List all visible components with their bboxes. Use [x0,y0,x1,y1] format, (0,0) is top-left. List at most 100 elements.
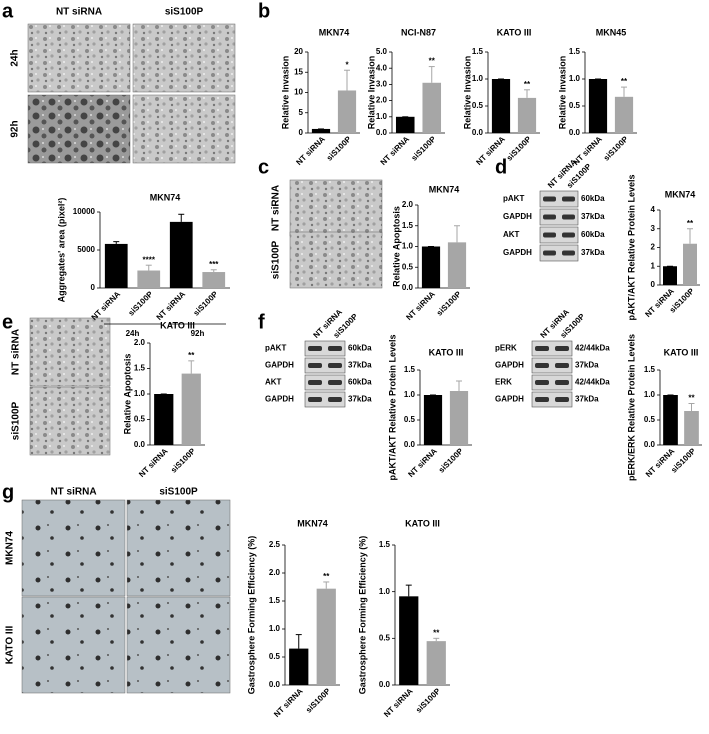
y-tick-label: 5 [299,108,304,117]
significance: * [345,60,349,69]
chart-title: KATO III [405,518,440,528]
significance: ** [621,77,628,86]
blot-strip [539,190,579,208]
y-tick-label: 0.0 [644,440,656,449]
y-tick-label: 0.5 [402,262,414,271]
error-bar [405,584,412,597]
y-tick-label: 0.5 [644,415,656,424]
y-tick-label: 1.0 [376,112,388,121]
image-row-label: KATO III [5,626,16,665]
error-bar [113,241,120,244]
blot-band [562,232,575,238]
micrograph [29,317,111,387]
y-tick-label: 2.0 [269,568,281,577]
significance: **** [143,255,156,264]
blot-protein: ERK [495,378,512,387]
error-bar [524,89,530,98]
y-tick-label: 0.5 [269,652,281,661]
chart-title: MKN74 [665,189,696,199]
bar [447,242,467,288]
blot-band [562,214,575,220]
y-axis-label: Relative Apoptosis [391,206,401,287]
y-tick-label: 1.0 [472,74,484,83]
blot-size: 42/44kDa [575,344,610,353]
blot-size: 60kDa [348,378,372,387]
panel-letter: f [258,311,265,333]
blot-size: 60kDa [581,230,605,239]
y-axis-label: Relative Invasion [557,56,567,130]
chart-title: MKN45 [596,27,627,37]
y-tick-label: 0.0 [472,128,484,137]
y-tick-label: 0.5 [379,633,391,642]
chart-title: MKN74 [319,27,350,37]
bar [137,270,161,288]
y-tick-label: 2 [651,243,656,252]
y-tick-label: 0.0 [404,440,416,449]
image-row-label: NT siRNA [271,185,282,231]
bar [154,394,174,445]
blot-size: 37kDa [581,212,605,221]
micrograph [132,94,236,164]
y-tick-label: 0.0 [402,283,414,292]
y-axis-label: Relative Apoptosis [122,354,132,435]
x-tick-label: NT siRNA [155,289,188,322]
blot-band [328,380,342,385]
blot-protein: GAPDH [265,395,294,404]
blot-band [562,250,575,256]
blot-band [543,250,556,256]
x-tick-label: siS100P [602,134,631,163]
blot-protein: AKT [503,230,520,239]
micrograph [126,596,231,694]
y-tick-label: 1.5 [569,47,581,56]
blot-size: 42/44kDa [575,378,610,387]
bar [517,97,537,133]
blot-band [543,232,556,238]
x-tick-label: siS100P [127,289,156,318]
bar [421,246,441,288]
error-bar [687,228,693,244]
blot-strip [304,340,346,357]
blot-strip [531,374,573,391]
blot-protein: pAKT [503,194,524,203]
y-axis-label: Relative Invasion [462,56,472,130]
y-axis-label: pAKT/AKT Relative Protein Levels [387,334,397,480]
micrograph [27,94,131,164]
panel-letter: e [2,311,13,333]
chart-title: MKN74 [429,184,460,194]
chart-title: KATO III [497,27,532,37]
blot-strip [531,391,573,408]
blot-strip [304,374,346,391]
y-tick-label: 0.5 [569,101,581,110]
panel-letter: a [2,0,14,22]
x-tick-label: siS100P [437,446,466,475]
bar [316,588,336,685]
blot-protein: GAPDH [503,248,532,257]
blot-protein: GAPDH [265,361,294,370]
bar [202,272,226,288]
y-tick-label: 2.5 [269,540,281,549]
x-tick-label: siS100P [304,686,333,715]
y-tick-label: 0.5 [472,101,484,110]
y-tick-label: 1.5 [472,47,484,56]
blot-size: 37kDa [348,361,372,370]
y-tick-label: 1.5 [379,540,391,549]
x-tick-label: siS100P [192,289,221,318]
blot-band [562,196,575,202]
y-tick-label: 2.0 [134,338,146,347]
y-axis-label: pAKT/AKT Relative Protein Levels [626,174,636,320]
y-tick-label: 1.5 [644,365,656,374]
y-axis-label: Aggregates' area (pixel²) [56,198,66,303]
significance: *** [209,260,219,269]
blot-protein: GAPDH [503,212,532,221]
y-tick-label: 0 [651,280,656,289]
x-tick-label: NT siRNA [379,134,412,167]
blot-band [308,363,322,368]
y-tick-label: 15 [294,67,303,76]
blot-protein: AKT [265,378,282,387]
blot-strip [531,357,573,374]
blot-size: 37kDa [575,395,599,404]
blot-strip [531,340,573,357]
bar [614,96,634,133]
y-tick-label: 1.5 [402,221,414,230]
error-bar [145,264,152,271]
